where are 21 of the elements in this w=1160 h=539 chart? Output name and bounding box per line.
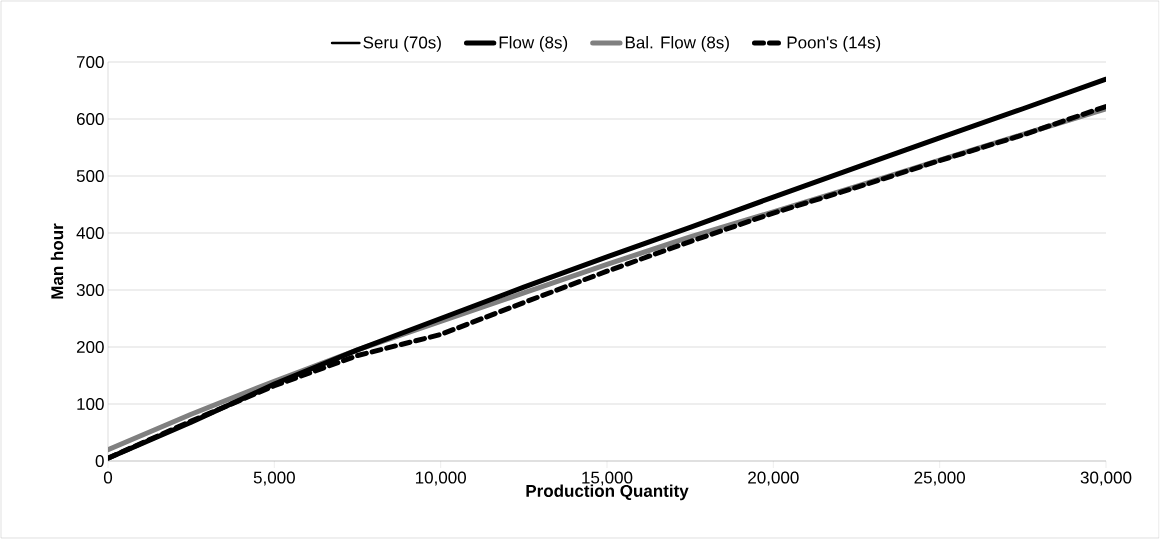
y-tick-label: 500 [76,169,104,183]
legend-label: Seru (70s) [363,36,441,52]
y-tick-label: 300 [76,283,104,297]
x-axis-title: Production Quantity [526,484,689,501]
x-tick-label: 5,000 [253,471,295,486]
y-tick-label: 700 [76,55,104,69]
legend-label: Poon's (14s) [787,36,881,52]
y-tick-label: 600 [76,112,104,126]
y-tick-label: 200 [76,340,104,354]
y-axis-title: Man hour [50,223,64,299]
y-tick-label: 0 [95,454,104,468]
x-tick-label: 20,000 [748,471,799,486]
x-tick-label: 25,000 [914,471,966,486]
y-tick-label: 400 [76,226,104,240]
x-tick-label: 15,000 [582,471,633,486]
x-tick-label: 10,000 [415,471,466,486]
x-tick-label: 30,000 [1080,471,1132,486]
y-tick-label: 100 [77,397,104,411]
legend-label: Bal. Flow (8s) [625,36,729,52]
legend-label: Flow (8s) [499,36,568,52]
x-tick-label: 0 [103,471,113,484]
